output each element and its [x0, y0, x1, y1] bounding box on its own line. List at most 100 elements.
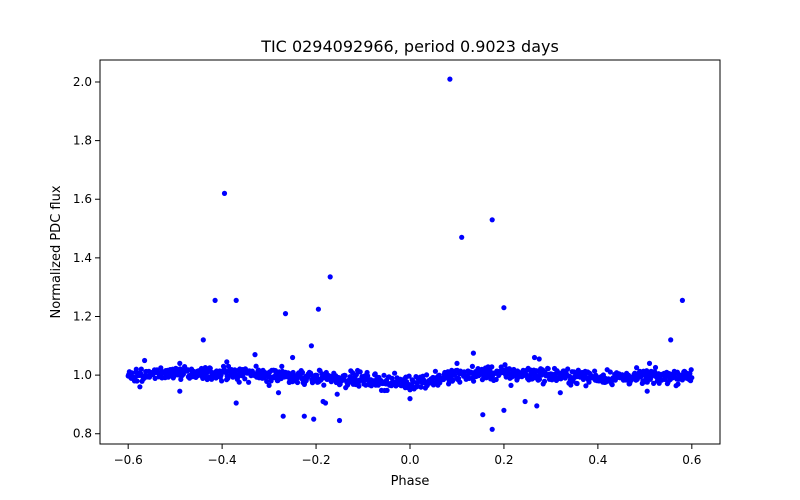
- y-tick-label: 1.0: [73, 368, 92, 382]
- data-point: [315, 306, 321, 312]
- data-point: [334, 391, 340, 397]
- data-point: [447, 76, 453, 82]
- data-point: [502, 362, 508, 368]
- y-tick-label: 2.0: [73, 75, 92, 89]
- data-points: [125, 76, 695, 432]
- data-point: [644, 388, 650, 394]
- data-point: [424, 372, 430, 378]
- data-point: [299, 369, 306, 376]
- data-point: [342, 372, 348, 379]
- data-point: [489, 364, 495, 370]
- data-point: [212, 297, 218, 303]
- data-point: [384, 387, 390, 393]
- data-point: [177, 360, 183, 366]
- data-point: [545, 366, 551, 372]
- data-point: [266, 382, 272, 388]
- data-point: [321, 382, 327, 388]
- data-point: [327, 274, 333, 280]
- data-point: [279, 363, 285, 369]
- y-tick-label: 1.4: [73, 251, 92, 265]
- data-point: [541, 378, 548, 384]
- data-point: [489, 426, 495, 432]
- data-point: [457, 379, 463, 385]
- data-point: [264, 378, 270, 384]
- data-point: [252, 352, 258, 358]
- data-point: [353, 372, 359, 378]
- data-point: [137, 384, 143, 390]
- data-point: [652, 364, 659, 371]
- data-point: [493, 376, 499, 383]
- data-point: [142, 357, 148, 364]
- data-point: [469, 363, 475, 369]
- data-point: [646, 360, 653, 366]
- data-point: [592, 368, 598, 374]
- data-point: [280, 413, 286, 419]
- data-point: [418, 384, 424, 390]
- data-point: [536, 356, 542, 362]
- data-point: [454, 360, 460, 366]
- y-tick-label: 0.8: [73, 427, 92, 441]
- data-point: [450, 377, 456, 383]
- chart-title: TIC 0294092966, period 0.9023 days: [260, 37, 559, 56]
- data-point: [536, 376, 543, 382]
- data-point: [301, 413, 307, 419]
- x-tick-label: 0.2: [494, 453, 513, 467]
- data-point: [365, 373, 371, 379]
- data-point: [459, 234, 465, 240]
- data-point: [138, 366, 144, 372]
- data-point: [233, 297, 239, 303]
- data-point: [679, 377, 686, 383]
- data-point: [407, 387, 413, 393]
- data-point: [406, 373, 412, 379]
- data-point: [609, 382, 615, 388]
- data-point: [583, 383, 589, 389]
- data-point: [320, 398, 326, 405]
- data-point: [634, 365, 640, 371]
- x-tick-label: −0.4: [208, 453, 237, 467]
- data-point: [282, 311, 289, 317]
- data-point: [501, 305, 507, 311]
- data-point: [508, 382, 514, 388]
- y-tick-label: 1.8: [73, 134, 92, 148]
- data-point: [392, 370, 398, 376]
- x-tick-label: −0.2: [301, 453, 330, 467]
- data-point: [501, 407, 507, 413]
- x-tick-label: 0.0: [400, 453, 419, 467]
- data-point: [246, 379, 252, 385]
- data-point: [574, 380, 580, 387]
- y-axis-ticks: 0.8 1.0 1.2 1.4 1.6 1.8 2.0: [73, 75, 100, 441]
- data-point: [607, 369, 613, 375]
- data-point: [200, 337, 206, 343]
- data-point: [471, 378, 477, 384]
- data-point: [575, 367, 581, 373]
- data-point: [565, 366, 571, 372]
- data-point: [470, 350, 476, 356]
- data-point: [679, 297, 686, 303]
- data-point: [294, 379, 301, 386]
- data-point: [275, 390, 282, 396]
- x-tick-label: 0.6: [682, 453, 701, 467]
- data-point: [357, 369, 363, 375]
- data-point: [586, 379, 592, 385]
- y-tick-label: 1.2: [73, 309, 92, 323]
- y-tick-label: 1.6: [73, 192, 92, 206]
- data-point: [253, 363, 259, 369]
- x-axis-ticks: −0.6 −0.4 −0.2 0.0 0.2 0.4 0.6: [114, 444, 701, 467]
- data-point: [432, 368, 438, 374]
- data-point: [689, 375, 695, 381]
- data-point: [688, 367, 694, 373]
- data-point: [522, 398, 528, 405]
- data-point: [651, 380, 657, 386]
- data-point: [134, 378, 140, 384]
- x-tick-label: −0.6: [114, 453, 143, 467]
- data-point: [668, 337, 674, 343]
- x-tick-label: 0.4: [588, 453, 607, 467]
- data-point: [489, 217, 495, 223]
- data-point: [381, 372, 387, 378]
- data-point: [290, 354, 296, 361]
- data-point: [531, 354, 538, 361]
- data-point: [233, 400, 239, 406]
- data-point: [534, 403, 540, 409]
- data-point: [308, 343, 314, 349]
